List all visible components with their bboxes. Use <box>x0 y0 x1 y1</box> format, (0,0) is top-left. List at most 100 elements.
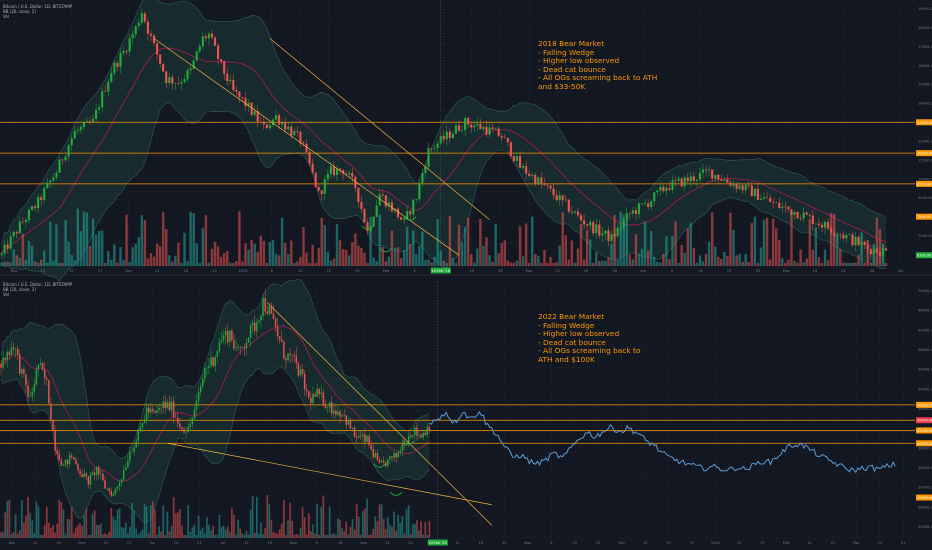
candle-body <box>212 357 214 367</box>
candle-body <box>71 455 73 457</box>
candle-body <box>827 221 830 229</box>
candle-body <box>281 122 284 125</box>
candle-body <box>303 373 306 390</box>
bottom-annotation-text: 2022 Bear Market - Falling Wedge - Highe… <box>538 312 641 364</box>
volume-bar <box>335 534 337 538</box>
volume-bar <box>604 260 607 266</box>
candle-body <box>473 125 476 128</box>
volume-bar <box>488 255 491 266</box>
candle-body <box>214 356 216 367</box>
volume-bar <box>701 261 705 266</box>
volume-bar <box>135 528 138 538</box>
candle-body <box>564 199 567 201</box>
volume-bar <box>39 534 42 538</box>
candle-body <box>147 407 150 413</box>
volume-bar <box>33 532 36 538</box>
volume-bar <box>12 532 15 538</box>
volume-bar <box>515 260 519 266</box>
candle-body <box>143 419 146 423</box>
time-tick-label: 17 <box>127 541 132 545</box>
candle-body <box>647 203 650 208</box>
candle-body <box>232 79 235 90</box>
candle-body <box>714 174 717 179</box>
volume-bar <box>466 217 470 266</box>
candle-body <box>226 331 229 343</box>
volume-bar <box>366 498 368 538</box>
volume-bar <box>322 495 325 538</box>
time-tick-label: 22 <box>327 269 332 273</box>
volume-bar <box>10 533 13 538</box>
candle-body <box>31 391 33 396</box>
time-tick-label: Nov <box>524 541 532 545</box>
candle-body <box>260 315 262 321</box>
volume-bar <box>585 230 589 266</box>
volume-bar <box>64 220 67 266</box>
candle-body <box>306 389 308 392</box>
candle-body <box>220 59 223 62</box>
price-tick-label: 11000.00 <box>918 158 932 162</box>
volume-bar <box>416 520 418 538</box>
volume-bar <box>287 254 290 266</box>
volume-bar <box>118 508 121 538</box>
candle-body <box>88 121 92 123</box>
candle-body <box>30 206 34 210</box>
volume-bar <box>491 261 494 266</box>
volume-bar <box>107 250 110 266</box>
top-chart-panel: 19000.00 18000.00 17000.00 16000.00 15000.00… <box>0 0 932 282</box>
candle-body <box>152 408 154 411</box>
candle-body <box>333 410 335 414</box>
candle-body <box>488 127 491 135</box>
candle-body <box>311 163 314 173</box>
volume-bar <box>272 532 275 538</box>
time-tick-label: Mar <box>853 541 860 545</box>
volume-bar <box>564 235 567 266</box>
volume-bar <box>235 534 237 538</box>
time-tick-label: 27 <box>98 269 103 273</box>
candle-body <box>461 130 464 131</box>
candle-body <box>848 234 851 236</box>
candle-body <box>347 420 350 425</box>
candle-body <box>210 33 214 38</box>
price-tag <box>916 401 932 408</box>
volume-bar <box>375 261 378 266</box>
candle-body <box>399 450 402 453</box>
candle-body <box>76 129 79 131</box>
candle-body <box>531 174 534 177</box>
candle-body <box>820 224 824 228</box>
candle-body <box>46 378 48 380</box>
volume-bar <box>79 522 81 538</box>
wedge-trendline <box>269 38 490 220</box>
time-axis: Nov 13 20 27 Dec 11 18 25 2018 8 15 22 29 Feb 5 12 19 26 M… <box>11 267 904 274</box>
volume-bar <box>2 532 4 538</box>
volume-bar <box>276 533 279 538</box>
price-tick-label: 18000.00 <box>918 26 932 30</box>
volume-bar <box>220 527 223 538</box>
candle-body <box>881 248 885 256</box>
candle-body <box>104 480 106 489</box>
volume-bar <box>778 239 781 266</box>
candle-body <box>10 347 13 356</box>
volume-bar <box>875 217 879 266</box>
volume-bar <box>381 246 384 266</box>
volume-bar <box>120 527 123 538</box>
volume-bar <box>370 534 373 538</box>
candle-body <box>52 420 54 430</box>
candle-body <box>836 234 839 236</box>
time-tick-label: 13 <box>385 541 390 545</box>
volume-bar <box>152 256 156 266</box>
candle-body <box>34 206 37 209</box>
candle-body <box>291 354 293 356</box>
candle-body <box>750 185 753 197</box>
volume-bar <box>100 230 104 266</box>
candle-body <box>747 184 750 186</box>
candle-body <box>174 83 177 84</box>
candle-body <box>579 215 583 221</box>
candle-body <box>601 233 604 236</box>
candle-body <box>860 241 863 246</box>
candle-body <box>270 306 273 314</box>
candle-body <box>41 363 44 370</box>
candle-body <box>744 184 747 191</box>
volume-bar <box>213 242 217 266</box>
candle-body <box>75 459 77 465</box>
